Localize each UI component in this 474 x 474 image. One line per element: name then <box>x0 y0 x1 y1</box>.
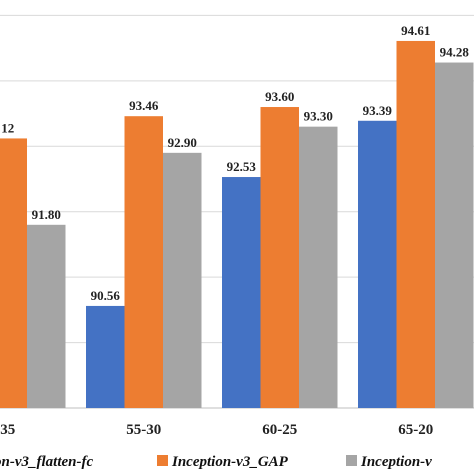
data-label: 92.53 <box>227 159 257 174</box>
legend: on-v3_flatten-fc Inception-v3_GAP Inceptio… <box>0 454 432 470</box>
bar-inception-v3-flatten-fc-65-20 <box>358 120 397 409</box>
category-label: 60-25 <box>262 422 297 438</box>
bar-inception-v3-flatten-fc-60-25 <box>222 177 261 408</box>
data-label: 92.90 <box>168 135 197 150</box>
category-label: 55-30 <box>126 422 161 438</box>
data-label: 94.28 <box>440 45 470 60</box>
data-label: 12 <box>1 120 14 135</box>
category-label: 65-20 <box>398 422 433 438</box>
data-label: 91.80 <box>32 207 61 222</box>
data-label: 94.61 <box>401 23 430 38</box>
bar-inception-v3-gap-60-25 <box>260 107 299 409</box>
bar-inception-v3-55-30 <box>163 152 202 408</box>
legend-label: Inception-v <box>360 454 432 470</box>
bar-inception-v3-65-20 <box>435 62 474 409</box>
bars <box>0 40 474 409</box>
data-label: 93.46 <box>129 98 159 113</box>
legend-swatch <box>346 455 357 466</box>
legend-label: on-v3_flatten-fc <box>0 454 93 470</box>
bar-inception-v3-gap-65-20 <box>396 40 435 409</box>
data-label: 93.60 <box>265 89 294 104</box>
category-labels: 35 55-30 60-25 65-20 <box>0 422 433 438</box>
legend-swatch <box>157 455 168 466</box>
bar-inception-v3-60-25 <box>299 126 338 409</box>
data-label: 93.39 <box>363 103 393 118</box>
bar-inception-v3-gap-50-35 <box>0 138 27 409</box>
data-label: 90.56 <box>91 288 121 303</box>
bar-inception-v3-gap-55-30 <box>124 116 163 408</box>
data-label: 93.30 <box>304 109 333 124</box>
category-label: 35 <box>0 422 15 438</box>
bar-inception-v3-50-35 <box>27 224 66 408</box>
data-labels: 12 91.80 90.56 93.46 92.90 92.53 93.60 93.30 93.… <box>1 23 469 303</box>
legend-label: Inception-v3_GAP <box>171 454 289 470</box>
bar-inception-v3-flatten-fc-55-30 <box>86 305 125 408</box>
